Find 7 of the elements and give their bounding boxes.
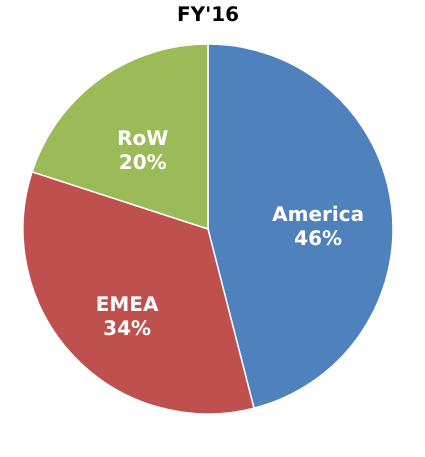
slice-label: RoW [117,126,168,150]
data-label: 34% [103,316,152,340]
data-label: 20% [118,150,167,174]
slice-label: America [272,202,364,226]
slice-label: EMEA [96,292,159,316]
data-label: 46% [294,226,342,250]
chart-title: FY'16 [176,2,240,26]
